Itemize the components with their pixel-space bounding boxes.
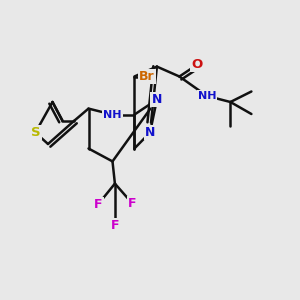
Text: F: F xyxy=(128,196,136,210)
Text: Br: Br xyxy=(139,70,155,83)
Text: F: F xyxy=(111,219,119,232)
Text: NH: NH xyxy=(198,91,216,101)
Text: NH: NH xyxy=(103,110,122,120)
Text: N: N xyxy=(145,126,155,139)
Text: O: O xyxy=(192,58,203,71)
Text: N: N xyxy=(152,93,162,106)
Text: S: S xyxy=(31,126,40,139)
Text: F: F xyxy=(94,197,103,211)
